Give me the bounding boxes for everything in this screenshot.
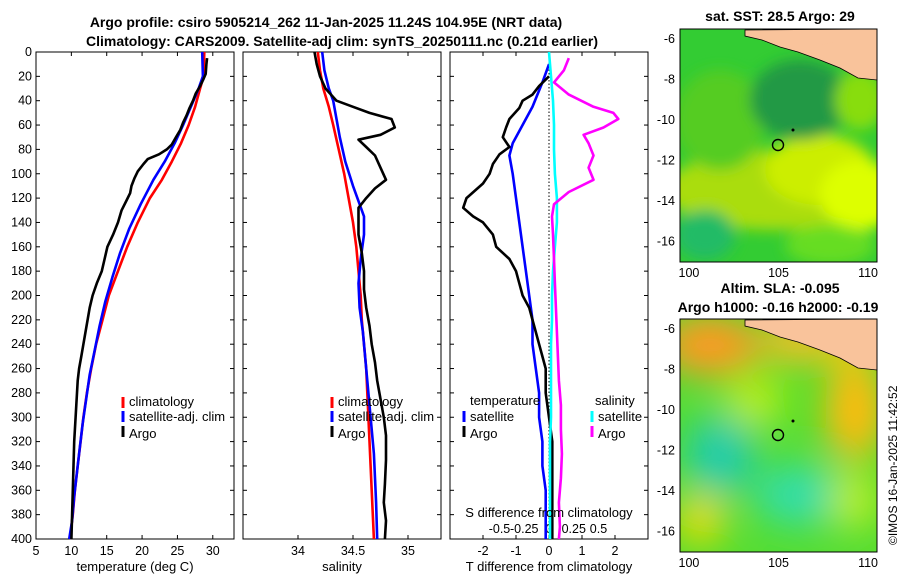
map-y-tick-label: -6 [664,32,675,46]
sla-map [660,315,885,552]
map-y-tick-label: -10 [657,113,675,127]
map-y-tick-label: -14 [657,194,675,208]
map-y-tick-label: -16 [657,525,675,539]
y-tick-label: 360 [11,483,32,497]
legend-title-temperature: temperature [470,393,540,408]
series-line-argo [315,52,395,539]
legend-label-argo: Argo [129,426,156,441]
sst-map-title: sat. SST: 28.5 Argo: 29 [705,8,855,24]
series-line-satellite-adj-clim [322,52,377,539]
map-x-tick-label: 100 [679,266,700,280]
map-y-tick-label: -6 [664,322,675,336]
y-tick-label: 400 [11,532,32,546]
x-tick-label: 30 [206,544,220,558]
x-tick-label: 35 [401,544,415,558]
y-tick-label: 200 [11,289,32,303]
salinity-xlabel: salinity [322,559,362,574]
s-tick-label: 0.25 [562,522,586,536]
legend-label-s-satellite: satellite [598,409,642,424]
series-line-t-satellite [509,64,549,539]
x-tick-label: 34.5 [341,544,365,558]
y-tick-label: 160 [11,240,32,254]
map-y-tick-label: -12 [657,444,675,458]
s-tick-label: -0.5 [489,522,511,536]
legend-label-t-argo: Argo [470,426,497,441]
temperature-xlabel: temperature (deg C) [76,559,193,574]
map-y-tick-label: -14 [657,484,675,498]
map-y-tick-label: -16 [657,235,675,249]
figure-title-line2: Climatology: CARS2009. Satellite-adj cli… [86,33,598,49]
temperature-legend: climatology satellite-adj. clim Argo [123,394,225,441]
map-y-tick-label: -8 [664,73,675,87]
legend-label-argo: Argo [338,426,365,441]
legend-label-satellite: satellite-adj. clim [338,409,434,424]
y-tick-label: 260 [11,362,32,376]
legend-label-t-satellite: satellite [470,409,514,424]
legend-label-climatology: climatology [129,394,195,409]
y-tick-label: 320 [11,435,32,449]
series-line-s-argo [552,58,618,539]
difference-legend: temperature satellite Argo salinity sate… [464,393,642,441]
y-tick-label: 40 [18,94,32,108]
legend-label-s-argo: Argo [598,426,625,441]
legend-title-salinity: salinity [595,393,635,408]
y-tick-label: 240 [11,337,32,351]
map-x-tick-label: 105 [768,556,789,570]
x-tick-label: 2 [612,544,619,558]
s-tick-label: 0.5 [590,522,607,536]
y-tick-label: 220 [11,313,32,327]
y-tick-label: 300 [11,410,32,424]
y-tick-label: 80 [18,142,32,156]
y-tick-label: 100 [11,167,32,181]
imos-footer: ©IMOS 16-Jan-2025 11:42:52 [886,385,900,545]
legend-label-climatology: climatology [338,394,404,409]
map-y-tick-label: -12 [657,154,675,168]
x-tick-label: 34 [291,544,305,558]
x-tick-label: 0 [546,544,553,558]
s-tick-label: -0.25 [510,522,539,536]
map-x-tick-label: 110 [858,556,878,570]
y-tick-label: 180 [11,264,32,278]
x-tick-label: 1 [579,544,586,558]
x-tick-label: 25 [170,544,184,558]
x-tick-label: 10 [64,544,78,558]
y-tick-label: 340 [11,459,32,473]
y-tick-label: 280 [11,386,32,400]
sla-map-title-line2: Argo h1000: -0.16 h2000: -0.19 [678,299,879,315]
y-tick-label: 380 [11,508,32,522]
temperature-axes [36,52,234,539]
series-line-t-argo [463,76,552,539]
map-y-tick-label: -10 [657,403,675,417]
y-tick-label: 20 [18,69,32,83]
x-tick-label: -2 [477,544,488,558]
map-x-tick-label: 110 [858,266,878,280]
figure-title-line1: Argo profile: csiro 5905214_262 11-Jan-2… [90,14,562,30]
salinity-legend: climatology satellite-adj. clim Argo [332,394,434,441]
y-tick-label: 140 [11,215,32,229]
y-tick-label: 60 [18,118,32,132]
figure: Argo profile: csiro 5905214_262 11-Jan-2… [0,0,900,580]
map-x-tick-label: 105 [768,266,789,280]
s-difference-xlabel: S difference from climatology [465,505,633,520]
map-y-tick-label: -8 [664,363,675,377]
sla-map-title-line1: Altim. SLA: -0.095 [720,280,839,296]
y-tick-label: 0 [25,45,32,59]
legend-label-satellite: satellite-adj. clim [129,409,225,424]
sst-map [665,29,900,265]
t-difference-xlabel: T difference from climatology [466,559,633,574]
map-x-tick-label: 100 [679,556,700,570]
x-tick-label: 15 [100,544,114,558]
salinity-axes [243,52,441,539]
x-tick-label: 5 [33,544,40,558]
y-tick-label: 120 [11,191,32,205]
x-tick-label: -1 [510,544,521,558]
profile-series [69,52,618,539]
x-tick-label: 20 [135,544,149,558]
